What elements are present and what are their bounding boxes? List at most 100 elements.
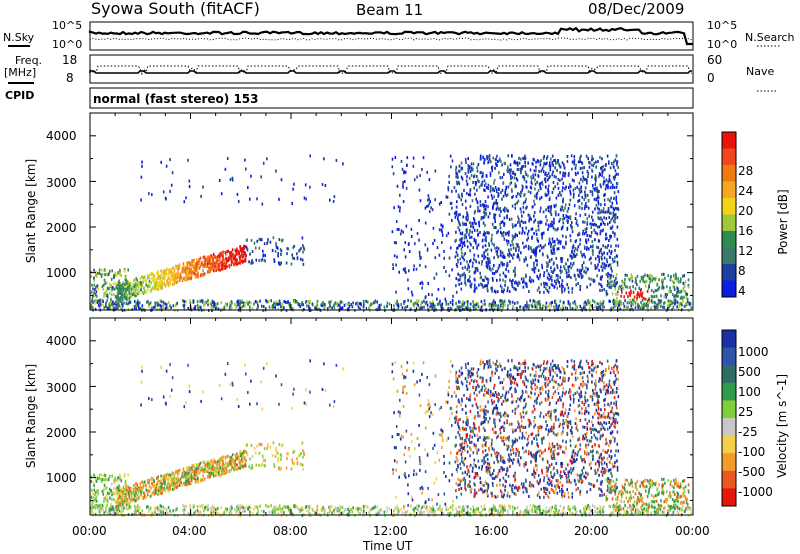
power-cell — [230, 304, 232, 308]
power-cell — [556, 306, 559, 310]
power-cell — [597, 239, 600, 243]
power-cell — [560, 205, 563, 209]
power-cell — [194, 307, 197, 311]
power-cell — [181, 266, 184, 270]
power-cell — [291, 201, 293, 205]
power-cell — [551, 161, 554, 164]
power-cell — [495, 290, 497, 294]
velocity-cell — [646, 510, 649, 514]
power-cell — [199, 299, 201, 303]
power-cell — [631, 279, 634, 283]
power-cell — [256, 239, 259, 243]
power-cell — [283, 306, 285, 310]
power-cell — [371, 302, 374, 306]
velocity-cell — [495, 508, 497, 512]
velocity-cell — [626, 506, 629, 510]
power-cell — [550, 221, 553, 225]
power-cell — [275, 169, 277, 173]
power-cell — [193, 260, 195, 263]
power-cell — [534, 187, 536, 191]
power-cell — [491, 188, 494, 192]
power-cell — [480, 305, 483, 309]
power-cell — [663, 301, 665, 305]
power-cell — [578, 199, 581, 202]
power-cell — [488, 243, 490, 247]
power-cell — [323, 307, 325, 311]
power-cell — [224, 250, 227, 254]
power-cell — [605, 290, 608, 293]
velocity-cell — [98, 476, 101, 480]
power-cell — [460, 238, 463, 242]
power-cell — [249, 305, 251, 309]
power-cell — [145, 283, 147, 287]
power-cell — [491, 168, 493, 172]
velocity-cell — [277, 507, 280, 511]
power-cell — [105, 304, 107, 308]
power-cell — [557, 213, 560, 217]
power-cell — [166, 279, 168, 283]
velocity-cell — [340, 505, 342, 509]
power-cell — [239, 255, 241, 259]
power-cell — [507, 154, 510, 158]
power-cell — [512, 246, 515, 250]
velocity-cell — [248, 505, 251, 509]
velocity-cell — [515, 511, 518, 515]
power-cell — [472, 180, 474, 184]
power-cell — [269, 240, 272, 244]
power-cell — [626, 301, 629, 305]
velocity-cell — [273, 507, 275, 511]
power-cell — [656, 306, 658, 309]
power-cell — [487, 279, 490, 283]
power-cell — [535, 258, 537, 262]
power-cell — [564, 203, 567, 207]
power-cell — [133, 279, 135, 282]
power-cell — [255, 258, 258, 262]
power-cell — [350, 303, 352, 306]
power-cell — [602, 244, 604, 248]
velocity-cell — [493, 509, 495, 512]
power-cell — [227, 256, 230, 260]
velocity-cell — [176, 506, 178, 510]
power-cell — [128, 301, 130, 305]
power-cell — [451, 268, 453, 272]
power-cell — [575, 173, 577, 177]
power-cell — [551, 300, 553, 304]
power-cell — [518, 246, 520, 249]
power-cell — [630, 273, 633, 277]
power-cell — [507, 299, 510, 303]
power-cell — [607, 244, 609, 247]
power-cell — [130, 293, 132, 297]
power-cell — [229, 302, 231, 306]
power-cell — [558, 219, 561, 223]
power-cell — [646, 274, 649, 278]
power-cell — [404, 255, 407, 259]
velocity-cell — [475, 508, 478, 512]
power-cell — [536, 306, 539, 310]
velocity-cell — [215, 511, 218, 515]
power-cell — [290, 262, 293, 266]
power-cell — [423, 300, 426, 304]
power-cell — [494, 289, 496, 293]
power-cell — [591, 155, 593, 158]
velocity-cell — [355, 507, 357, 511]
power-cell — [616, 163, 618, 167]
power-cell — [589, 190, 592, 193]
power-cell — [266, 157, 268, 161]
power-cell — [483, 214, 486, 218]
power-cell — [486, 248, 489, 252]
power-cell — [153, 286, 155, 290]
power-cell — [464, 234, 466, 237]
velocity-cell — [683, 510, 686, 514]
power-cell — [475, 241, 477, 245]
power-cell — [498, 263, 501, 267]
power-cell — [323, 157, 325, 161]
power-cell — [420, 306, 422, 310]
power-cell — [539, 249, 541, 253]
power-cell — [575, 163, 577, 167]
velocity-cell — [192, 505, 195, 509]
power-cell — [90, 303, 93, 307]
power-cell — [279, 261, 282, 265]
power-cell — [466, 218, 469, 222]
power-cell — [111, 269, 113, 273]
power-cell — [572, 261, 575, 265]
